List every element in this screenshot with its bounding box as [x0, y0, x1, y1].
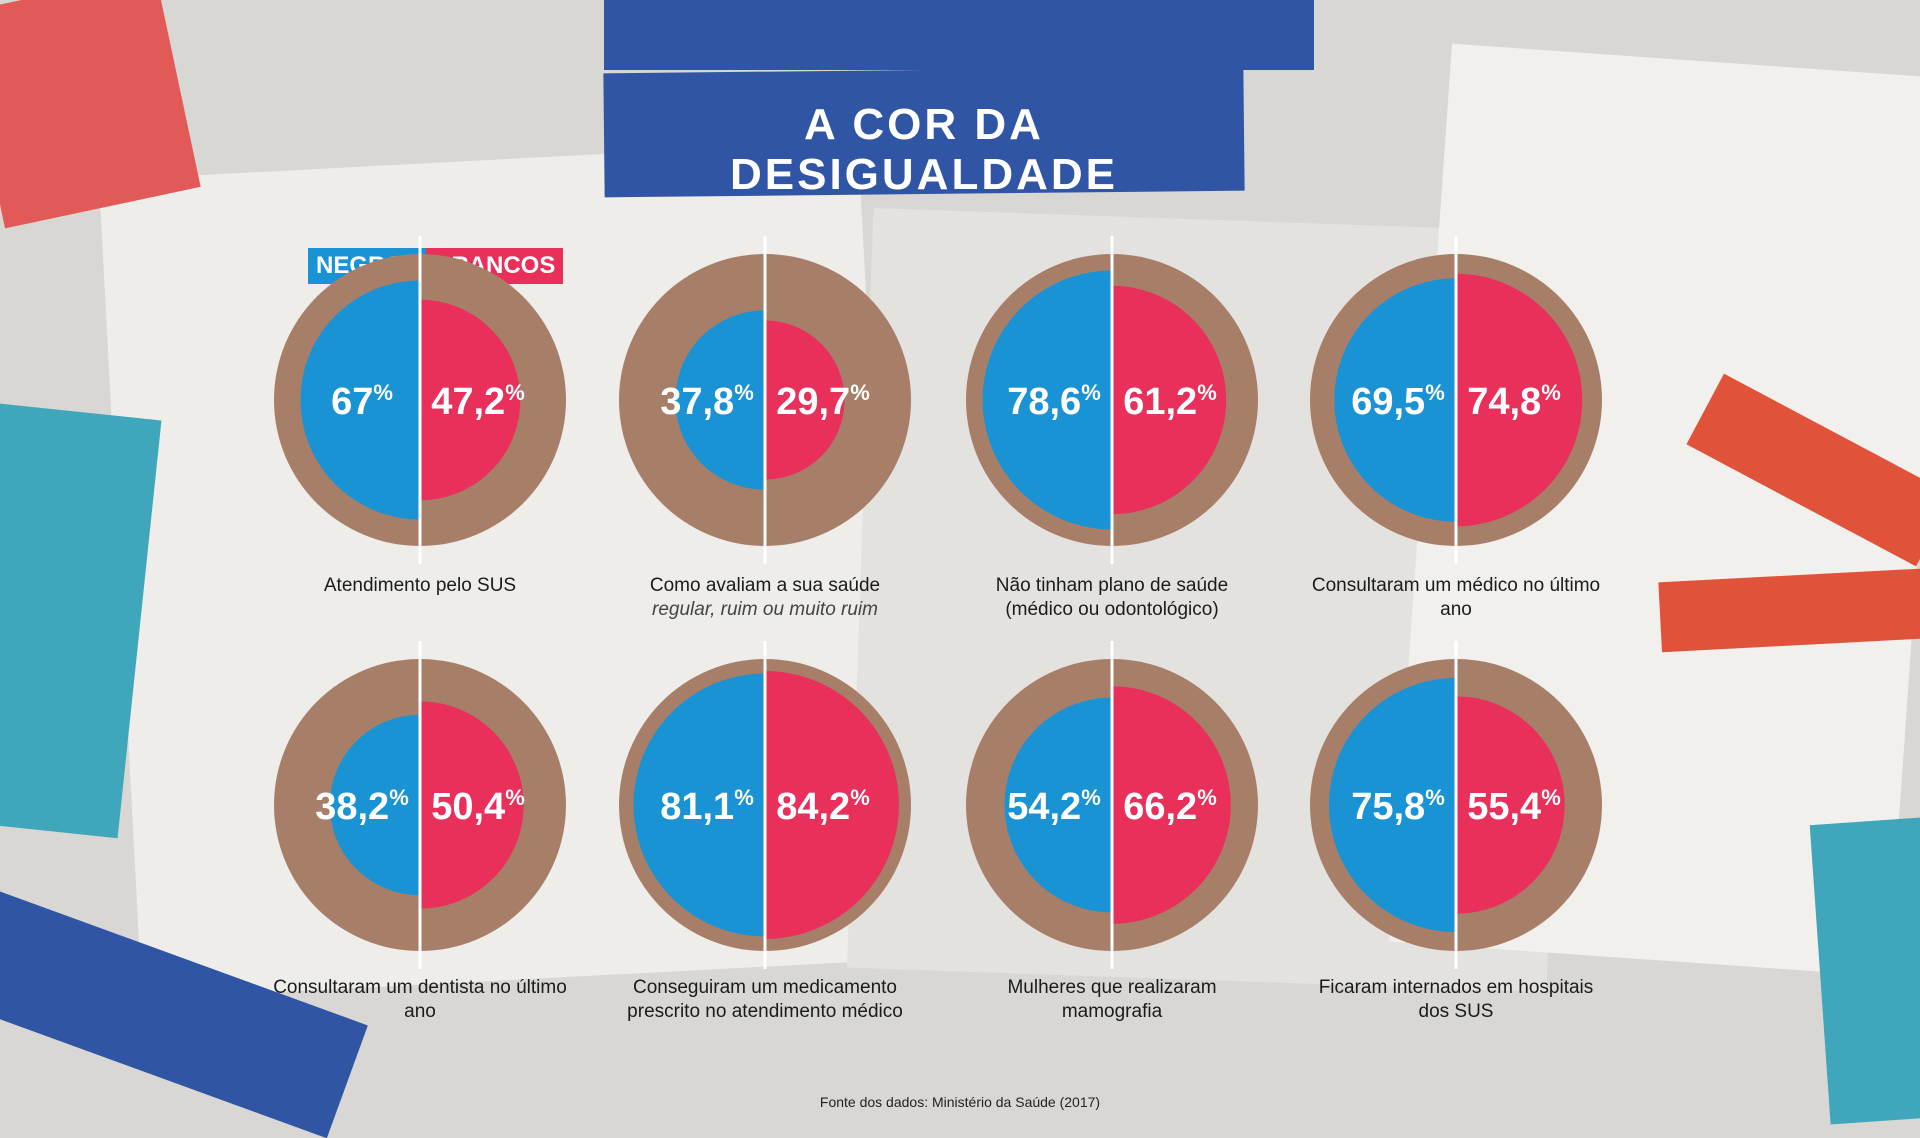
- brancos-value-label: 84,2%: [776, 785, 870, 828]
- source-note: Fonte dos dados: Ministério da Saúde (20…: [819, 1094, 1101, 1110]
- panel-caption: Consultaram um médico no último ano: [1306, 574, 1606, 622]
- brancos-half-disc: [1456, 273, 1583, 527]
- brancos-half-disc: [1112, 686, 1231, 924]
- panel-caption-text: Ficaram internados em hospitais dos SUS: [1318, 977, 1594, 1022]
- negros-half-disc: [329, 714, 420, 896]
- brancos-value-label: 29,7%: [776, 380, 870, 423]
- brancos-value-label: 61,2%: [1123, 380, 1217, 423]
- brancos-value-label: 50,4%: [431, 785, 525, 828]
- brancos-half-disc: [420, 701, 524, 909]
- brancos-half-disc: [1456, 696, 1565, 914]
- negros-value-label: 69,5%: [1351, 380, 1445, 423]
- panel-subcaption: regular, ruim ou muito ruim: [652, 599, 878, 620]
- page-title: A COR DA DESIGUALDADE: [729, 100, 1119, 199]
- brancos-value-label: 66,2%: [1123, 785, 1217, 828]
- panel-caption: Mulheres que realizaram mamografia: [962, 976, 1262, 1024]
- negros-half-disc: [1004, 697, 1112, 913]
- negros-value-label: 75,8%: [1351, 785, 1445, 828]
- negros-value-label: 78,6%: [1007, 380, 1101, 423]
- negros-half-disc: [1328, 677, 1456, 933]
- brancos-value-label: 47,2%: [431, 380, 525, 423]
- negros-value-label: 38,2%: [315, 785, 409, 828]
- brancos-half-disc: [1112, 285, 1227, 515]
- panel-caption: Consultaram um dentista no último ano: [270, 976, 570, 1024]
- brancos-half-disc: [765, 320, 845, 480]
- panel-caption-text: Consultaram um dentista no último ano: [273, 977, 567, 1022]
- panel-caption-text: Atendimento pelo SUS: [323, 575, 517, 596]
- negros-half-disc: [633, 673, 765, 937]
- panel-caption-text: Conseguiram um medicamento prescrito no …: [627, 977, 903, 1022]
- panel-caption: Conseguiram um medicamento prescrito no …: [615, 976, 915, 1024]
- brancos-half-disc: [420, 299, 521, 501]
- negros-value-label: 37,8%: [660, 380, 754, 423]
- panel-caption-text: Como avaliam a sua saúde: [649, 575, 881, 596]
- brancos-value-label: 74,8%: [1467, 380, 1561, 423]
- negros-half-disc: [300, 280, 420, 520]
- panel-caption: Atendimento pelo SUS: [270, 574, 570, 598]
- negros-half-disc: [982, 270, 1112, 530]
- panel-caption-text: Não tinham plano de saúde (médico ou odo…: [995, 575, 1229, 620]
- panel-caption: Ficaram internados em hospitais dos SUS: [1306, 976, 1606, 1024]
- negros-value-label: 81,1%: [660, 785, 754, 828]
- brancos-value-label: 55,4%: [1467, 785, 1561, 828]
- panel-caption: Não tinham plano de saúde (médico ou odo…: [962, 574, 1262, 622]
- panel-caption: Como avaliam a sua saúde regular, ruim ou…: [615, 574, 915, 622]
- negros-half-disc: [675, 310, 765, 490]
- brancos-half-disc: [765, 671, 899, 939]
- panel-caption-text: Consultaram um médico no último ano: [1311, 575, 1601, 620]
- negros-value-label: 67%: [331, 380, 393, 423]
- negros-half-disc: [1334, 278, 1456, 522]
- title-banner-strip: [604, 0, 1314, 70]
- panel-caption-text: Mulheres que realizaram mamografia: [1007, 977, 1217, 1022]
- negros-value-label: 54,2%: [1007, 785, 1101, 828]
